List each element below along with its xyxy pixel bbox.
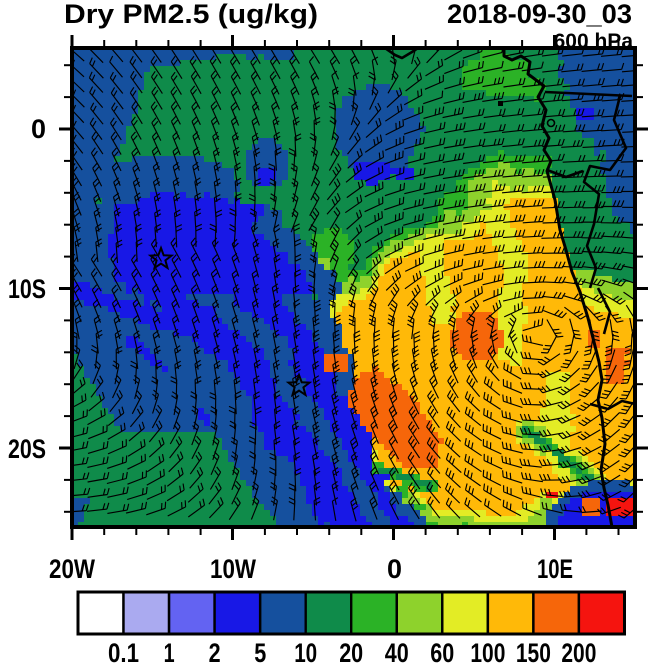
svg-text:10S: 10S (8, 274, 46, 304)
svg-text:20S: 20S (8, 434, 46, 464)
svg-text:0: 0 (31, 114, 46, 144)
svg-text:20: 20 (339, 638, 363, 667)
svg-text:150: 150 (516, 638, 551, 667)
svg-text:20W: 20W (49, 554, 95, 584)
svg-text:100: 100 (470, 638, 505, 667)
svg-text:0: 0 (387, 554, 402, 584)
svg-text:2: 2 (209, 638, 221, 667)
svg-text:5: 5 (254, 638, 266, 667)
svg-text:10W: 10W (210, 554, 256, 584)
svg-text:10E: 10E (537, 554, 573, 584)
svg-text:600 hPa: 600 hPa (554, 30, 634, 53)
svg-text:0.1: 0.1 (108, 638, 139, 667)
svg-text:60: 60 (430, 638, 454, 667)
svg-text:200: 200 (561, 638, 596, 667)
svg-text:1: 1 (164, 638, 175, 667)
svg-text:Dry PM2.5 (ug/kg): Dry PM2.5 (ug/kg) (64, 0, 318, 29)
svg-text:10: 10 (294, 638, 317, 667)
svg-text:40: 40 (385, 638, 409, 667)
svg-text:2018-09-30_03: 2018-09-30_03 (447, 0, 632, 29)
